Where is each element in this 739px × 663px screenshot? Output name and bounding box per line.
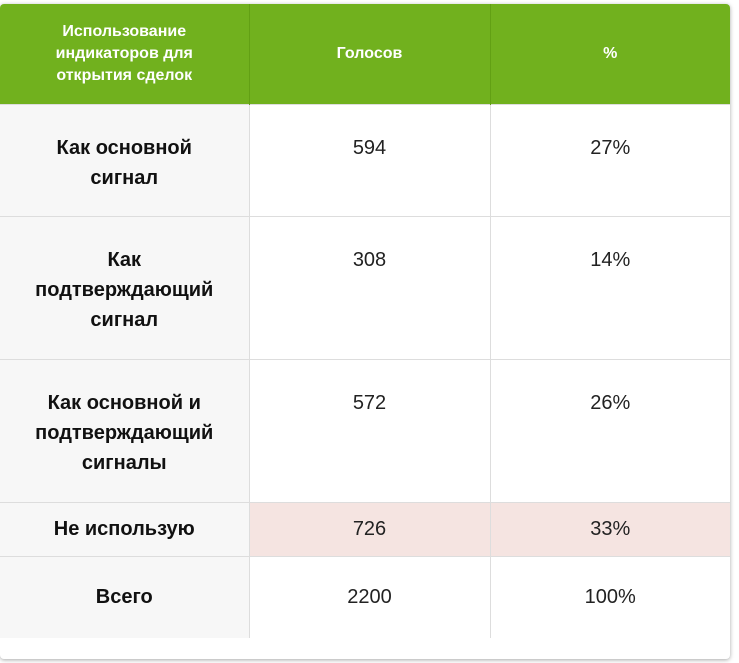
percent-cell: 27%	[490, 104, 730, 217]
header-row: Использование индикаторов для открытия с…	[0, 4, 730, 105]
header-usage: Использование индикаторов для открытия с…	[0, 4, 250, 105]
table-body: Как основной сигнал 594 27% Как подтверж…	[0, 104, 730, 638]
table-row-highlighted: Не использую 726 33%	[0, 502, 730, 557]
row-label-total: Всего	[0, 556, 250, 638]
votes-cell: 594	[249, 104, 491, 217]
row-label: Не использую	[0, 502, 250, 557]
row-label: Как подтверждающий сигнал	[0, 216, 250, 360]
votes-cell: 572	[249, 359, 491, 503]
percent-cell-total: 100%	[490, 556, 730, 638]
votes-cell: 308	[249, 216, 491, 360]
table-row: Как основной сигнал 594 27%	[0, 104, 730, 217]
row-label: Как основной сигнал	[0, 104, 250, 217]
survey-results-table: Использование индикаторов для открытия с…	[0, 4, 730, 638]
table-header: Использование индикаторов для открытия с…	[0, 4, 730, 105]
row-label: Как основной и подтверждающий сигналы	[0, 359, 250, 503]
survey-table-container: Использование индикаторов для открытия с…	[0, 4, 730, 659]
table-row: Как основной и подтверждающий сигналы 57…	[0, 359, 730, 503]
header-votes: Голосов	[249, 4, 491, 105]
table-row: Как подтверждающий сигнал 308 14%	[0, 216, 730, 360]
table-row-total: Всего 2200 100%	[0, 556, 730, 638]
percent-cell-highlighted: 33%	[490, 502, 730, 557]
votes-cell-highlighted: 726	[249, 502, 491, 557]
percent-cell: 26%	[490, 359, 730, 503]
percent-cell: 14%	[490, 216, 730, 360]
header-percent: %	[490, 4, 730, 105]
votes-cell-total: 2200	[249, 556, 491, 638]
